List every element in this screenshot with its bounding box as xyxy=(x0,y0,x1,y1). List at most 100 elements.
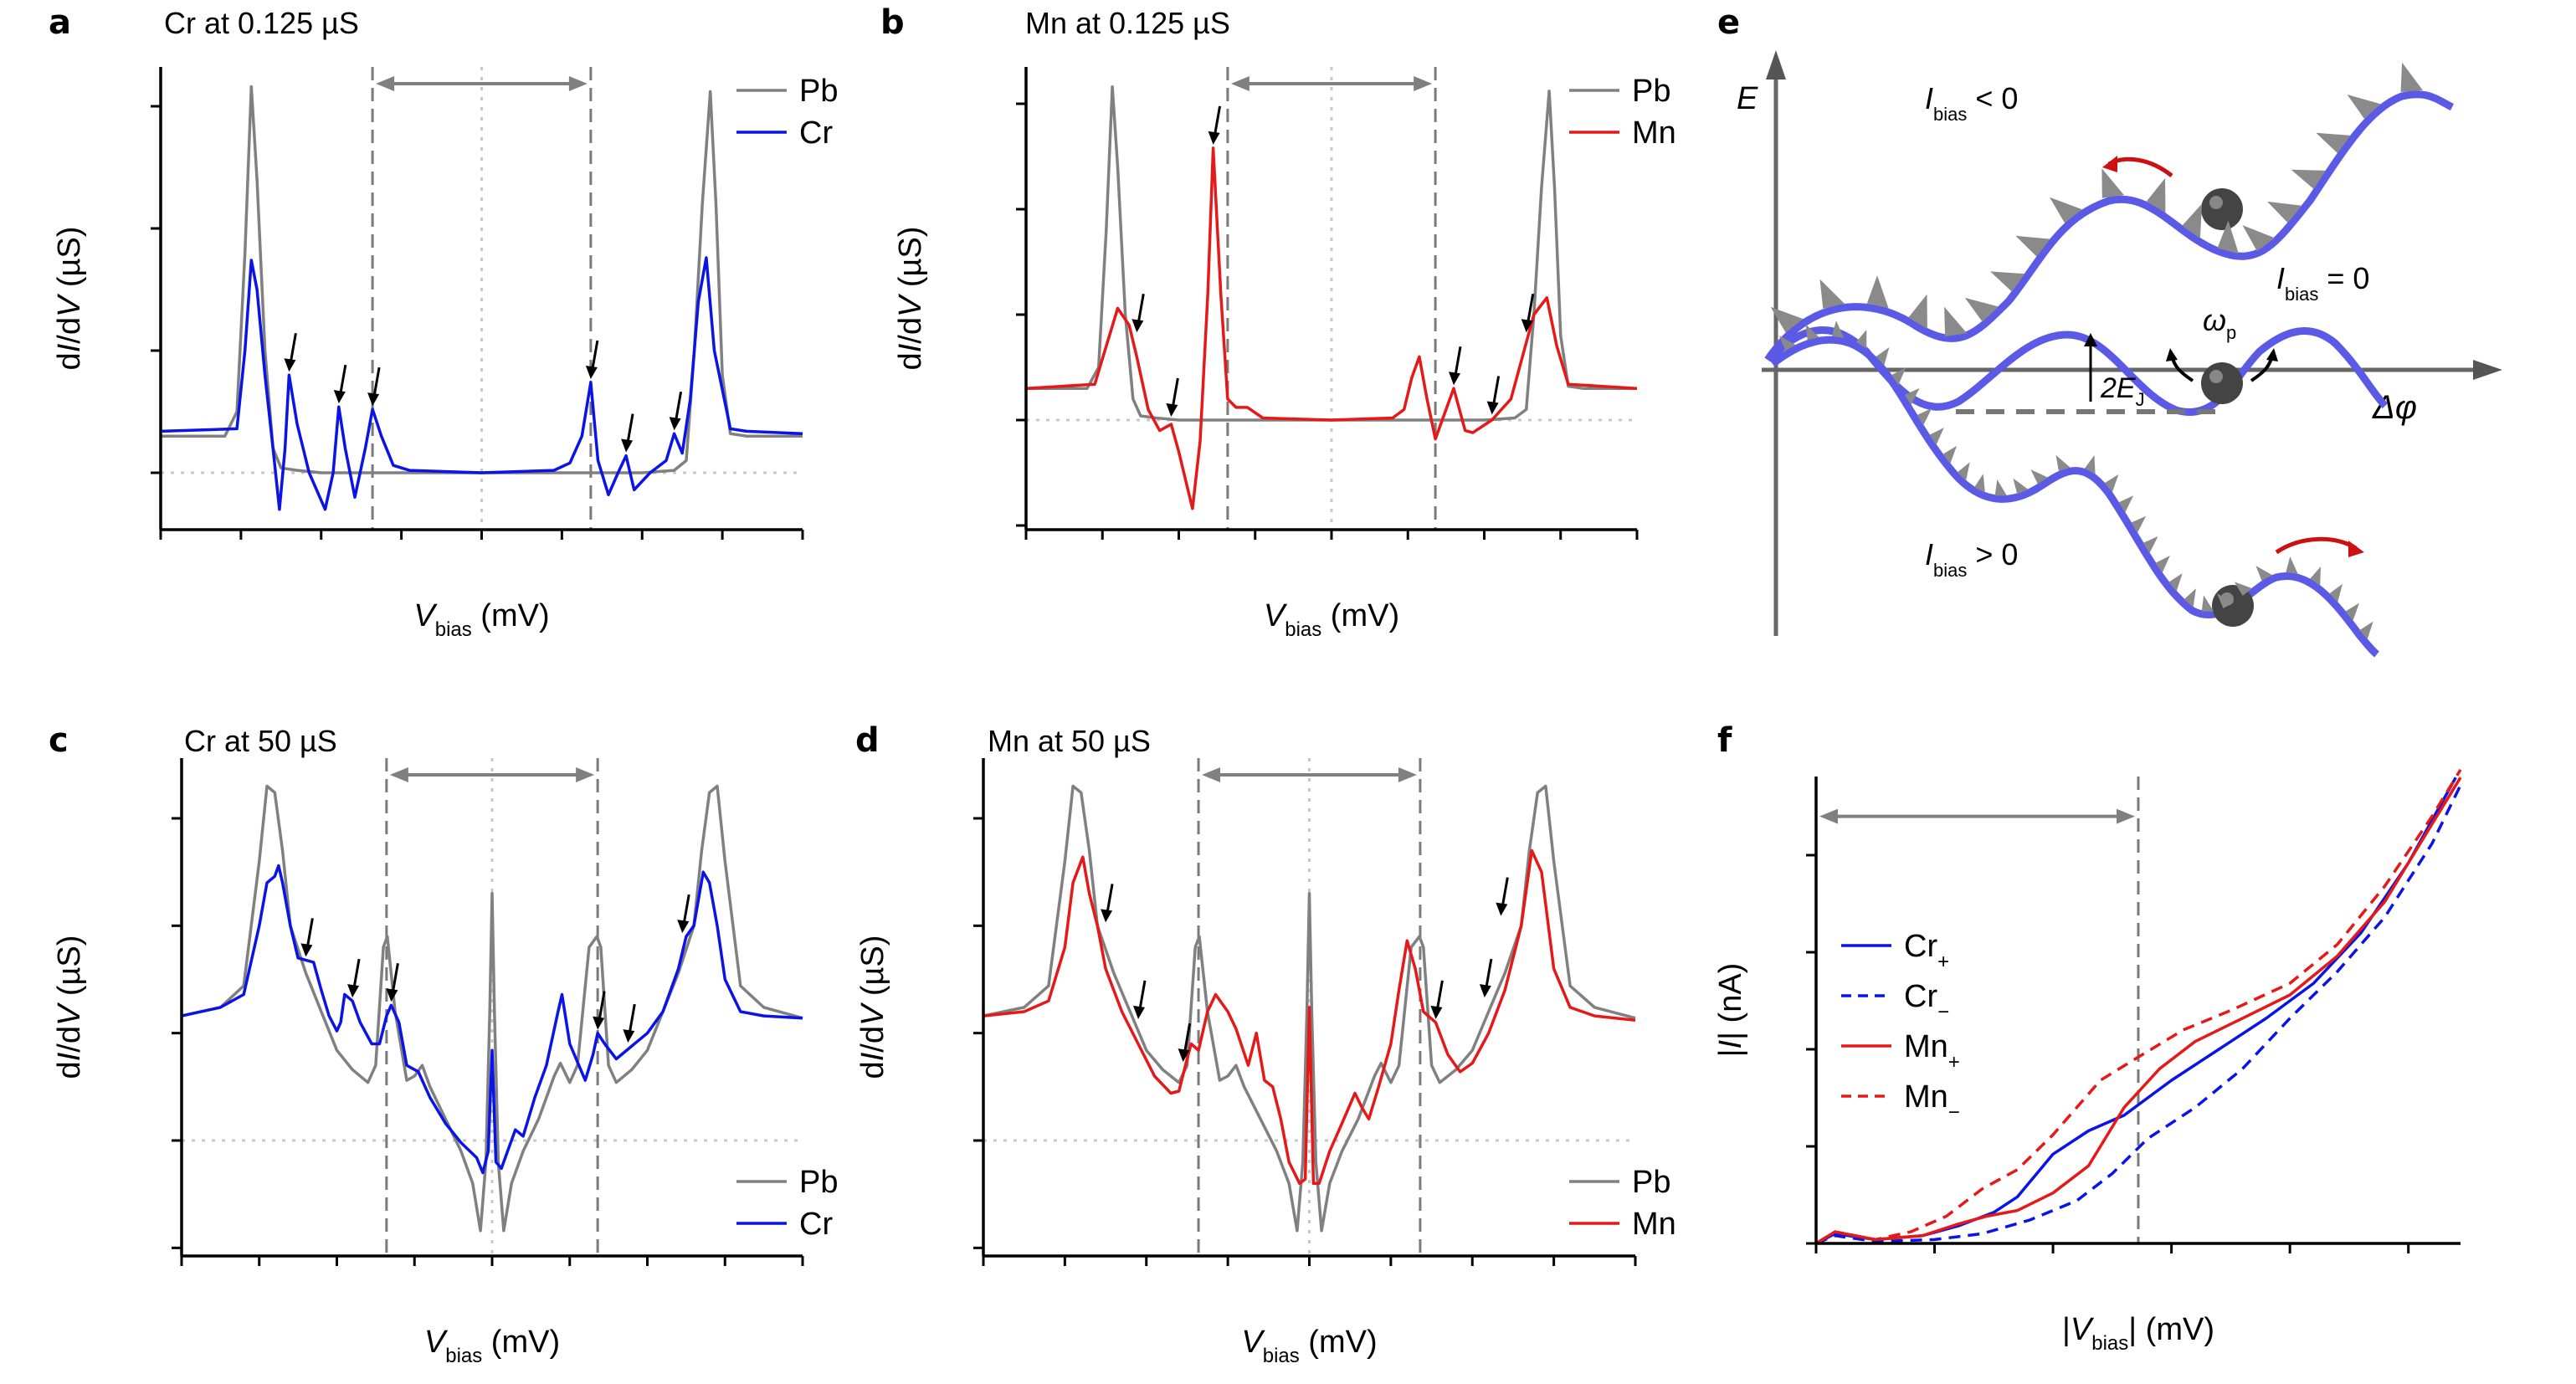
y-axis-label: |I| (nA) xyxy=(1713,963,1748,1058)
panel-label-e: e xyxy=(1717,3,1740,42)
dissipation-spike-icon xyxy=(1974,474,1985,493)
dissipation-spike-icon xyxy=(1942,445,1958,464)
chart-c: Vbias (mV) dI/dV (µS) Pb Cr xyxy=(52,758,838,1367)
panel-label-c: c xyxy=(49,721,69,760)
series-line-mn xyxy=(983,848,1636,1186)
legend-label: Cr xyxy=(799,1207,833,1242)
legend-label: Cr+ xyxy=(1904,929,1949,973)
series-line-mn-plus xyxy=(1815,777,2462,1245)
dissipation-spike-icon xyxy=(2286,556,2298,574)
dissipation-spike-icon xyxy=(2316,132,2351,154)
annotation-arrowhead xyxy=(333,390,346,404)
dissipation-spike-icon xyxy=(2183,588,2196,607)
dissipation-spike-icon xyxy=(1819,279,1845,309)
dissipation-spike-icon xyxy=(1856,329,1867,349)
x-axis-label: Vbias (mV) xyxy=(424,1325,560,1367)
dissipation-spike-icon xyxy=(2217,220,2239,254)
particle-highlight xyxy=(2209,196,2223,209)
panel-label-b: b xyxy=(880,3,905,42)
dissipation-spike-icon xyxy=(2329,583,2343,602)
chart-d: Vbias (mV) dI/dV (µS) Pb Mn xyxy=(855,758,1676,1367)
dissipation-spike-icon xyxy=(2118,495,2134,513)
legend-label: Mn xyxy=(1632,115,1676,151)
annotation-arrowhead xyxy=(1101,909,1113,923)
dissipation-spike-icon xyxy=(1891,367,1906,386)
dissipation-spike-icon xyxy=(1805,324,1819,341)
x-axis-label: Vbias (mV) xyxy=(1241,1325,1377,1367)
chart-title-d: Mn at 50 µS xyxy=(988,724,1151,758)
annotation-arrowhead xyxy=(1479,984,1491,998)
annotation-arrowhead xyxy=(367,392,380,407)
series-line-cr-minus xyxy=(1815,784,2462,1245)
dissipation-spike-icon xyxy=(2345,602,2360,621)
annotation-arrowhead xyxy=(593,1016,605,1030)
legend-label: Pb xyxy=(1632,74,1670,109)
series-line-cr xyxy=(160,256,803,511)
phase-axis-arrowhead xyxy=(2473,360,2502,380)
energy-axis-label: E xyxy=(1737,81,1758,116)
dissipation-spike-icon xyxy=(2400,62,2423,93)
chart-a: Vbias (mV) dI/dV (µS) Pb Cr xyxy=(52,67,838,641)
y-axis-label: dI/dV (µS) xyxy=(893,227,928,371)
dissipation-spike-icon xyxy=(2310,566,2322,586)
dissipation-spike-icon xyxy=(2101,168,2124,198)
dissipation-spike-icon xyxy=(1908,294,1927,330)
escape-arrow-right xyxy=(2275,536,2358,555)
dissipation-spike-icon xyxy=(1957,462,1970,481)
dissipation-spike-icon xyxy=(2085,454,2096,474)
y-axis-label: dI/dV (µS) xyxy=(52,935,87,1079)
chart-title-a: Cr at 0.125 µS xyxy=(164,6,359,40)
annotation-arrowhead xyxy=(347,984,360,998)
gap-arrowhead-right xyxy=(576,767,595,782)
dissipation-spike-icon xyxy=(1904,387,1920,406)
dissipation-spike-icon xyxy=(1876,346,1890,366)
energy-axis-arrowhead xyxy=(1766,50,1786,79)
gap-arrowhead-left xyxy=(376,76,395,91)
dissipation-spike-icon xyxy=(1990,271,2025,292)
dissipation-spike-icon xyxy=(2015,235,2050,257)
annotation-arrowhead xyxy=(669,417,681,431)
dissipation-spike-icon xyxy=(2013,478,2029,495)
dissipation-spike-icon xyxy=(2131,515,2147,533)
dissipation-spike-icon xyxy=(2255,566,2273,582)
y-axis-label: dI/dV (µS) xyxy=(855,935,890,1079)
annotation-arrowhead xyxy=(621,438,634,453)
dissipation-spike-icon xyxy=(2049,197,2082,223)
escape-arrowhead-left xyxy=(2102,156,2117,172)
gap-arrowhead-right xyxy=(1398,767,1417,782)
phase-particle-zero xyxy=(2201,362,2243,404)
annotation-arrowhead xyxy=(623,1029,635,1043)
gap-arrowhead-left xyxy=(1819,808,1838,824)
legend-label: Mn+ xyxy=(1904,1029,1960,1074)
x-axis-label: Vbias (mV) xyxy=(413,598,549,641)
legend-label: Mn− xyxy=(1904,1079,1960,1124)
legend-label: Cr− xyxy=(1904,979,1949,1023)
plasma-frequency-label: ωp xyxy=(2203,303,2236,343)
dissipation-spike-icon xyxy=(2030,469,2048,484)
dissipation-spike-icon xyxy=(2146,177,2166,213)
escape-arrowhead-right xyxy=(2348,541,2364,557)
annotation-arrowhead xyxy=(1521,319,1533,333)
chart-title-b: Mn at 0.125 µS xyxy=(1025,6,1230,40)
dissipation-spike-icon xyxy=(1831,320,1845,338)
annotation-arrowhead xyxy=(1166,403,1178,417)
annotation-arrowhead xyxy=(1496,902,1508,916)
dissipation-spike-icon xyxy=(2104,474,2119,493)
dissipation-spike-icon xyxy=(2142,536,2158,554)
dissipation-spike-icon xyxy=(1866,275,1889,309)
dissipation-spike-icon xyxy=(1964,297,1999,322)
annotation-arrowhead xyxy=(677,920,690,934)
oscillation-arrowhead-left xyxy=(2166,348,2178,361)
dissipation-spike-icon xyxy=(1994,479,2008,496)
label-positive-bias: Ibias > 0 xyxy=(1925,537,2018,581)
particle-highlight xyxy=(2209,370,2223,383)
annotation-arrowhead xyxy=(1430,1005,1443,1019)
dissipation-spike-icon xyxy=(1770,306,1804,333)
dissipation-spike-icon xyxy=(2291,169,2327,189)
annotation-arrowhead xyxy=(1486,401,1499,415)
potential-diagram: E Δφ 2EJ ωp Ibias < 0 Ibias = 0 xyxy=(1737,50,2502,658)
dissipation-spike-icon xyxy=(1929,428,1944,445)
legend-label: Cr xyxy=(799,115,833,151)
dissipation-spike-icon xyxy=(2055,454,2071,471)
series-line-cr xyxy=(181,864,803,1175)
